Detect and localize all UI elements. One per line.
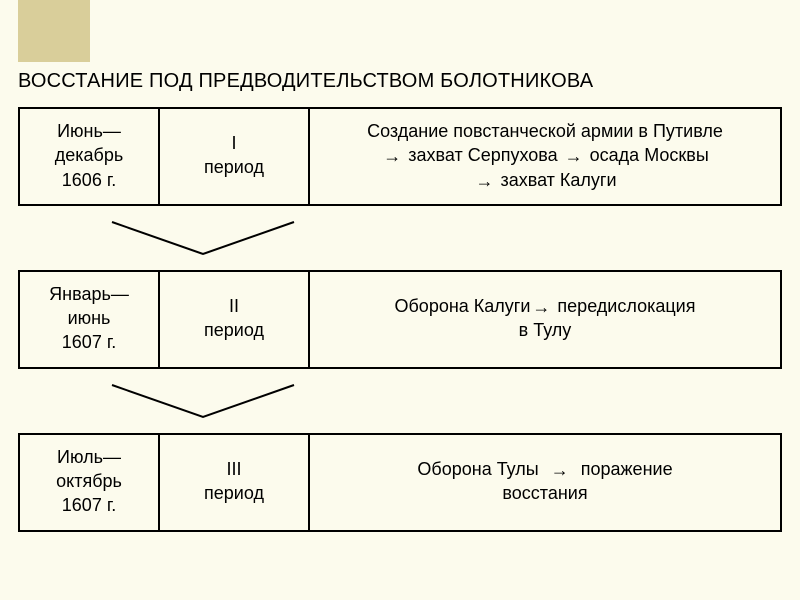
period-1-number: I период — [159, 108, 309, 205]
slide-content: ВОССТАНИЕ ПОД ПРЕДВОДИТЕЛЬСТВОМ БОЛОТНИК… — [18, 70, 782, 532]
period-3-dates: Июль— октябрь 1607 г. — [19, 434, 159, 531]
period-2-number: II период — [159, 271, 309, 368]
period-row-3: Июль— октябрь 1607 г. III период Оборона… — [18, 433, 782, 532]
slide-title: ВОССТАНИЕ ПОД ПРЕДВОДИТЕЛЬСТВОМ БОЛОТНИК… — [18, 70, 782, 93]
period-3-description: Оборона Тулы → поражениевосстания — [309, 434, 781, 531]
period-2-dates: Январь— июнь 1607 г. — [19, 271, 159, 368]
period-2-description: Оборона Калуги→ передислокацияв Тулу — [309, 271, 781, 368]
decorative-corner — [18, 0, 90, 62]
period-3-number: III период — [159, 434, 309, 531]
connector-chevron-1 — [108, 218, 298, 258]
period-1-description: Создание повстанческой армии в Путивле→ … — [309, 108, 781, 205]
chevron-down-icon — [108, 218, 298, 258]
period-row-1: Июнь— декабрь 1606 г. I период Создание … — [18, 107, 782, 206]
period-row-2: Январь— июнь 1607 г. II период Оборона К… — [18, 270, 782, 369]
connector-chevron-2 — [108, 381, 298, 421]
chevron-down-icon — [108, 381, 298, 421]
period-1-dates: Июнь— декабрь 1606 г. — [19, 108, 159, 205]
